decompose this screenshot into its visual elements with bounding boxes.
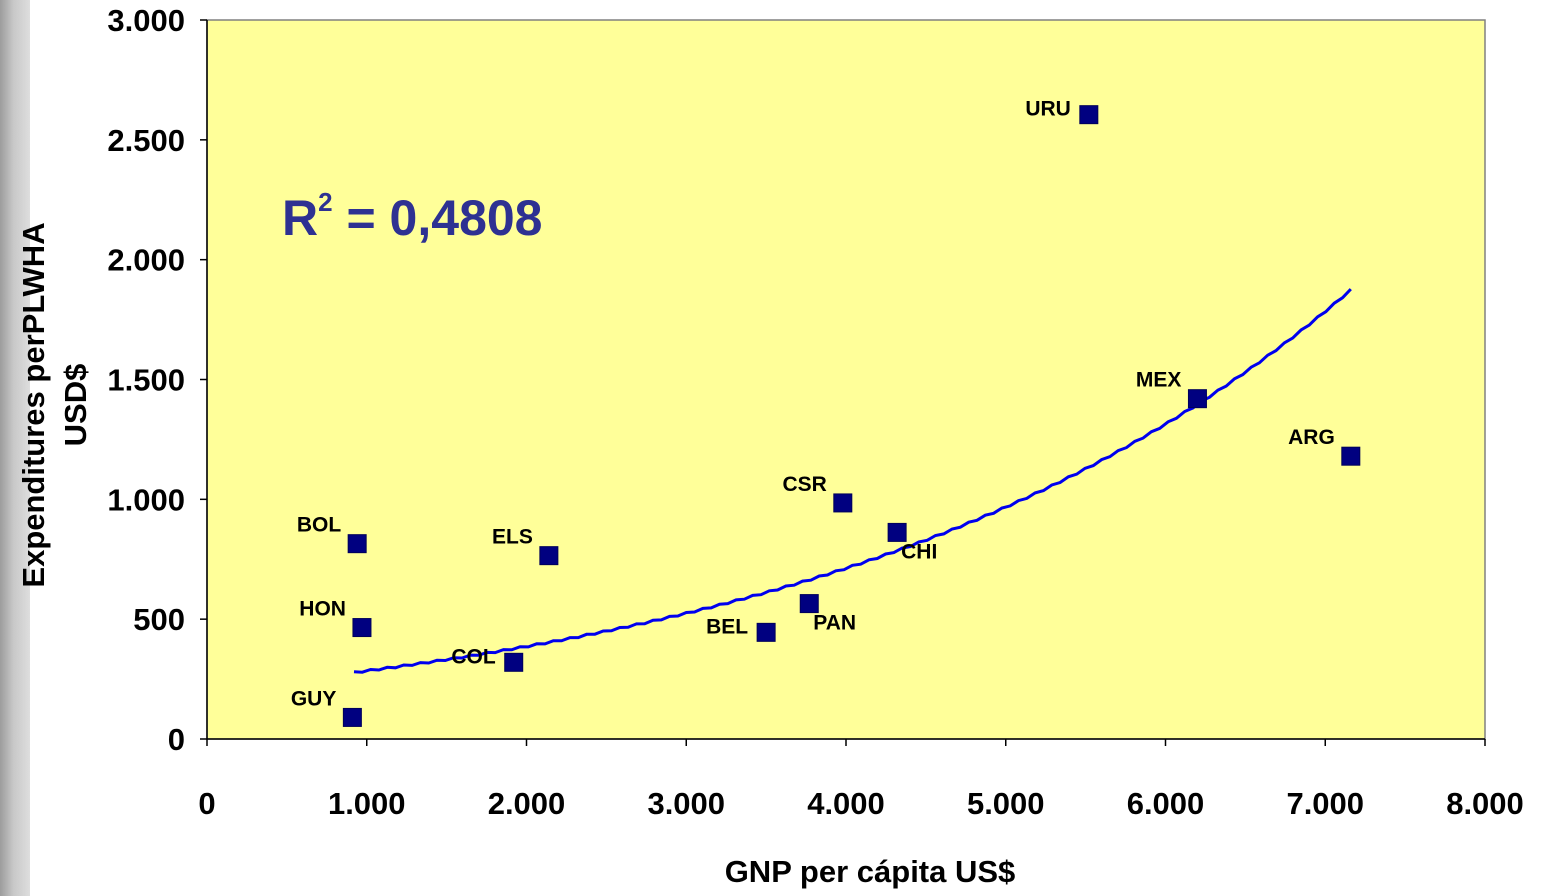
y-tick-label: 1.500: [107, 363, 185, 398]
point-label-hon: HON: [299, 598, 346, 621]
y-axis-title: Expenditures perPLWHA USD$: [16, 222, 93, 587]
r-squared-base: R: [282, 190, 318, 246]
point-label-bel: BEL: [706, 615, 748, 638]
y-tick-label: 0: [168, 722, 185, 757]
r-squared-annotation: R2 = 0,4808: [282, 187, 543, 246]
data-point-guy: [342, 707, 362, 727]
y-axis-title-line-1: Expenditures perPLWHA: [16, 222, 51, 587]
point-label-csr: CSR: [782, 473, 826, 496]
trendline: [353, 288, 1352, 674]
point-labels-group: URU MEX ARG CSR CHI BOL ELS PAN BEL HON COL GUY: [291, 98, 1335, 711]
point-label-guy: GUY: [291, 687, 337, 710]
point-label-uru: URU: [1025, 98, 1071, 121]
y-tick-label: 1.000: [107, 482, 185, 517]
r-squared-superscript: 2: [318, 187, 332, 217]
data-point-chi: [887, 522, 907, 542]
point-label-arg: ARG: [1288, 426, 1335, 449]
point-label-els: ELS: [492, 526, 533, 549]
y-tick-label: 2.000: [107, 243, 185, 278]
point-label-mex: MEX: [1136, 369, 1182, 392]
points-group: [342, 105, 1361, 727]
x-tick-label: 1.000: [328, 786, 406, 821]
data-point-uru: [1079, 105, 1099, 125]
x-tick-label: 5.000: [967, 786, 1045, 821]
point-label-chi: CHI: [901, 540, 937, 563]
point-label-bol: BOL: [297, 514, 342, 537]
data-point-els: [539, 546, 559, 566]
data-point-pan: [799, 594, 819, 614]
data-point-hon: [352, 618, 372, 638]
y-tick-label: 2.500: [107, 123, 185, 158]
x-tick-label: 4.000: [807, 786, 885, 821]
trendline-group: [353, 288, 1352, 674]
point-label-col: COL: [451, 645, 496, 668]
r-squared-value: = 0,4808: [333, 190, 543, 246]
data-point-mex: [1187, 389, 1207, 409]
point-label-pan: PAN: [813, 612, 856, 635]
x-tick-label: 3.000: [647, 786, 725, 821]
y-tick-label: 3.000: [107, 3, 185, 38]
y-axis-title-line-2: USD$: [58, 364, 93, 447]
data-point-bol: [347, 534, 367, 554]
data-point-bel: [756, 622, 776, 642]
plot-area: [206, 19, 1486, 740]
x-tick-label: 6.000: [1127, 786, 1205, 821]
axes-group: 0 500 1.000 1.500 2.000 2.500 3.000 0 1.000 2.000…: [107, 3, 1523, 821]
y-tick-label: 500: [133, 602, 185, 637]
x-tick-label: 8.000: [1446, 786, 1524, 821]
x-tick-label: 7.000: [1286, 786, 1364, 821]
data-point-col: [504, 652, 524, 672]
x-tick-label: 0: [198, 786, 215, 821]
x-tick-label: 2.000: [488, 786, 566, 821]
data-point-arg: [1341, 446, 1361, 466]
data-point-csr: [833, 493, 853, 513]
slide-side-strip: [0, 0, 30, 896]
x-axis-title: GNP per cápita US$: [725, 854, 1016, 889]
